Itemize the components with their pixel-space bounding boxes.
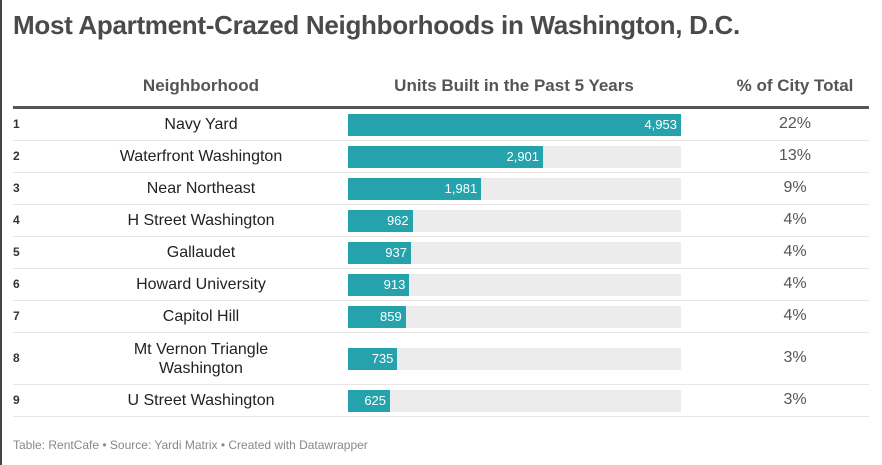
- pct-of-city: 22%: [778, 115, 812, 132]
- header-rule: [13, 106, 869, 109]
- bar-value-label: 962: [386, 213, 409, 228]
- bar-track: 937: [348, 242, 681, 264]
- bar-value-label: 1,981: [444, 181, 478, 196]
- neighborhood-name: U Street Washington: [127, 392, 275, 409]
- rank: 4: [13, 213, 20, 227]
- pct-of-city: 4%: [783, 211, 807, 228]
- neighborhood-name: H Street Washington: [127, 212, 275, 229]
- bar-value-label: 735: [371, 351, 394, 366]
- bar-track: 962: [348, 210, 681, 232]
- bar-value-label: 913: [383, 277, 406, 292]
- table-row: 6 Howard University 913 4%: [13, 269, 869, 301]
- chart-title: Most Apartment-Crazed Neighborhoods in W…: [13, 10, 740, 40]
- pct-of-city: 4%: [783, 243, 807, 260]
- bar-track: 913: [348, 274, 681, 296]
- pct-of-city: 4%: [783, 307, 807, 324]
- rank: 5: [13, 245, 20, 259]
- bar: 4,953: [348, 114, 681, 136]
- rank: 1: [13, 117, 20, 131]
- header-neighborhood: Neighborhood: [142, 76, 260, 95]
- bar-value-label: 2,901: [506, 149, 540, 164]
- bar-track: 4,953: [348, 114, 681, 136]
- table-row: 3 Near Northeast 1,981 9%: [13, 173, 869, 205]
- neighborhood-name: Near Northeast: [146, 180, 256, 197]
- bar: 859: [348, 306, 406, 328]
- table-row: 8 Mt Vernon Triangle Washington 735 3%: [13, 333, 869, 385]
- bar: 2,901: [348, 146, 544, 168]
- pct-of-city: 3%: [783, 349, 807, 366]
- table-row: 9 U Street Washington 625 3%: [13, 385, 869, 417]
- bar-track: 2,901: [348, 146, 681, 168]
- bar-value-label: 937: [385, 245, 407, 260]
- pct-of-city: 13%: [778, 147, 812, 164]
- rank: 6: [13, 277, 20, 291]
- neighborhood-name: Waterfront Washington: [119, 148, 283, 165]
- rank: 9: [13, 393, 20, 407]
- neighborhood-name: Mt Vernon Triangle Washington: [133, 341, 269, 377]
- footer-credits: Table: RentCafe • Source: Yardi Matrix •…: [13, 438, 368, 452]
- neighborhood-name: Gallaudet: [166, 244, 236, 261]
- header-pct: % of City Total: [736, 76, 854, 95]
- pct-of-city: 4%: [783, 275, 807, 292]
- bar-value-label: 4,953: [644, 117, 677, 132]
- bar: 1,981: [348, 178, 482, 200]
- rank: 8: [13, 351, 20, 365]
- rank: 3: [13, 181, 20, 195]
- neighborhood-name: Navy Yard: [164, 116, 238, 133]
- pct-of-city: 9%: [783, 179, 807, 196]
- bar-track: 735: [348, 348, 681, 370]
- table-row: 5 Gallaudet 937 4%: [13, 237, 869, 269]
- bar-track: 1,981: [348, 178, 681, 200]
- pct-of-city: 3%: [783, 391, 807, 408]
- bar: 735: [348, 348, 398, 370]
- bar: 937: [348, 242, 411, 264]
- rank: 2: [13, 149, 20, 163]
- bar-value-label: 625: [364, 393, 387, 408]
- bar-track: 859: [348, 306, 681, 328]
- rank: 7: [13, 309, 20, 323]
- bar-value-label: 859: [380, 309, 402, 324]
- neighborhood-name: Capitol Hill: [162, 308, 240, 325]
- bar-track: 625: [348, 390, 681, 412]
- table-row: 2 Waterfront Washington 2,901 13%: [13, 141, 869, 173]
- bar: 913: [348, 274, 410, 296]
- header-units: Units Built in the Past 5 Years: [394, 76, 634, 95]
- bar: 962: [348, 210, 413, 232]
- table-row: 7 Capitol Hill 859 4%: [13, 301, 869, 333]
- table-row: 1 Navy Yard 4,953 22%: [13, 109, 869, 141]
- bar: 625: [348, 390, 391, 412]
- left-border: [0, 0, 2, 465]
- neighborhood-name: Howard University: [136, 276, 266, 293]
- table-row: 4 H Street Washington 962 4%: [13, 205, 869, 237]
